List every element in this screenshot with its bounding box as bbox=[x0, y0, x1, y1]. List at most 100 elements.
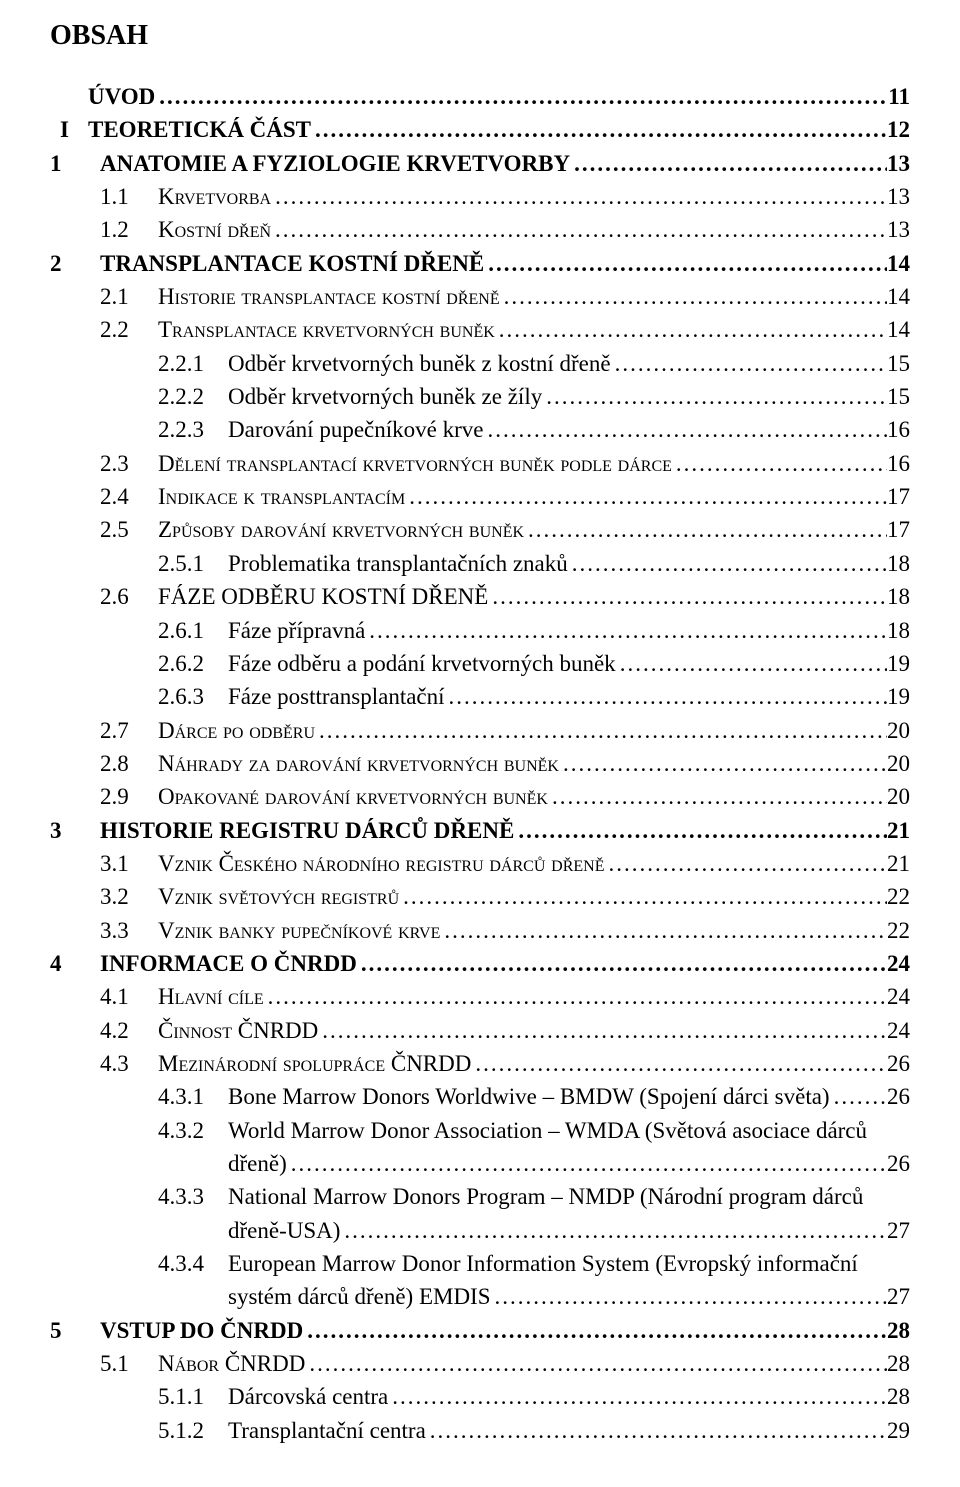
toc-leader bbox=[500, 280, 887, 313]
toc-number: 4.3.2 bbox=[158, 1114, 228, 1147]
toc-number: 2.4 bbox=[100, 480, 158, 513]
toc-entry: 5.1Nábor ČNRDD28 bbox=[100, 1347, 910, 1380]
toc-leader bbox=[426, 1414, 887, 1447]
toc-leader bbox=[271, 213, 887, 246]
toc-title: Fáze přípravná bbox=[228, 614, 365, 647]
toc-entry: 1ANATOMIE A FYZIOLOGIE KRVETVORBY13 bbox=[50, 147, 910, 180]
toc-page: 13 bbox=[887, 213, 910, 246]
toc-leader bbox=[318, 1014, 887, 1047]
toc-page: 16 bbox=[887, 447, 910, 480]
toc-number: 2.2 bbox=[100, 313, 158, 346]
toc-number: 1.1 bbox=[100, 180, 158, 213]
toc-page: 28 bbox=[887, 1380, 910, 1413]
toc-entry: 2.5Způsoby darování krvetvorných buněk 17 bbox=[100, 513, 910, 546]
toc-page: 28 bbox=[887, 1314, 910, 1347]
toc-leader bbox=[495, 313, 887, 346]
toc-page: 14 bbox=[887, 247, 910, 280]
toc-number: 5 bbox=[50, 1314, 100, 1347]
toc-leader bbox=[340, 1214, 887, 1247]
toc-title: Vznik světových registrů bbox=[158, 880, 399, 913]
toc-leader bbox=[303, 1314, 887, 1347]
toc-leader bbox=[830, 1080, 887, 1113]
toc-title: Problematika transplantačních znaků bbox=[228, 547, 568, 580]
toc-entry: 4INFORMACE O ČNRDD24 bbox=[50, 947, 910, 980]
toc-number: 4.2 bbox=[100, 1014, 158, 1047]
toc-leader bbox=[570, 147, 887, 180]
toc-title: Způsoby darování krvetvorných buněk bbox=[158, 513, 524, 546]
toc-title: Činnost ČNRDD bbox=[158, 1014, 318, 1047]
toc-entry-continuation: systém dárců dřeně) EMDIS27 bbox=[228, 1280, 910, 1313]
toc-title: Dárcovská centra bbox=[228, 1380, 388, 1413]
toc-leader bbox=[357, 947, 887, 980]
toc-leader bbox=[483, 413, 887, 446]
toc-leader bbox=[559, 747, 887, 780]
toc-title: National Marrow Donors Program – NMDP (N… bbox=[228, 1180, 863, 1213]
toc-number: 5.1 bbox=[100, 1347, 158, 1380]
toc-number: 2.1 bbox=[100, 280, 158, 313]
toc-title: Transplantační centra bbox=[228, 1414, 426, 1447]
toc-heading: OBSAH bbox=[50, 20, 910, 52]
toc-number: 2.5 bbox=[100, 513, 158, 546]
toc-number: 4 bbox=[50, 947, 100, 980]
toc-entry: 2.4Indikace k transplantacím17 bbox=[100, 480, 910, 513]
toc-number: 2.2.3 bbox=[158, 413, 228, 446]
toc-title: Mezinárodní spolupráce ČNRDD bbox=[158, 1047, 471, 1080]
toc-title: Opakované darování krvetvorných buněk bbox=[158, 780, 548, 813]
toc-page: 24 bbox=[887, 980, 910, 1013]
toc-page: 16 bbox=[887, 413, 910, 446]
toc-number: 4.3 bbox=[100, 1047, 158, 1080]
toc-number: I bbox=[50, 113, 88, 146]
toc-title: Hlavní cíle bbox=[158, 980, 264, 1013]
toc-entry-continuation: dřeně-USA)27 bbox=[228, 1214, 910, 1247]
toc-title-cont: systém dárců dřeně) EMDIS bbox=[228, 1280, 491, 1313]
toc-entry: 2.6.3Fáze posttransplantační19 bbox=[158, 680, 910, 713]
toc-number: 1 bbox=[50, 147, 100, 180]
toc-entry: 3HISTORIE REGISTRU DÁRCŮ DŘENĚ21 bbox=[50, 814, 910, 847]
toc-entry: 2.2Transplantace krvetvorných buněk14 bbox=[100, 313, 910, 346]
toc-page: 21 bbox=[887, 847, 910, 880]
toc-entry: 4.3.2World Marrow Donor Association – WM… bbox=[158, 1114, 910, 1147]
toc-page: 17 bbox=[887, 513, 910, 546]
toc-page: 20 bbox=[887, 714, 910, 747]
toc-number: 2.6.3 bbox=[158, 680, 228, 713]
toc-entry: 2.7Dárce po odběru20 bbox=[100, 714, 910, 747]
toc-leader bbox=[315, 714, 887, 747]
toc-leader bbox=[491, 1280, 887, 1313]
toc-number: 2.5.1 bbox=[158, 547, 228, 580]
toc-number: 2.6 bbox=[100, 580, 158, 613]
toc-title: ÚVOD bbox=[88, 80, 155, 113]
toc-leader bbox=[388, 1380, 887, 1413]
toc-page: 24 bbox=[887, 1014, 910, 1047]
toc-leader bbox=[264, 980, 887, 1013]
toc-page: 19 bbox=[887, 647, 910, 680]
toc-leader bbox=[672, 447, 887, 480]
toc-title-cont: dřeně-USA) bbox=[228, 1214, 340, 1247]
toc-entry: 1.2Kostní dřeň13 bbox=[100, 213, 910, 246]
toc-entry: ITEORETICKÁ ČÁST12 bbox=[50, 113, 910, 146]
toc-title: Indikace k transplantacím bbox=[158, 480, 405, 513]
toc-entry: 4.2Činnost ČNRDD 24 bbox=[100, 1014, 910, 1047]
toc-title-cont: dřeně) bbox=[228, 1147, 287, 1180]
toc-entry: 2.8Náhrady za darování krvetvorných buně… bbox=[100, 747, 910, 780]
toc-number: 2.2.1 bbox=[158, 347, 228, 380]
toc-title: Fáze odběru a podání krvetvorných buněk bbox=[228, 647, 616, 680]
toc-page: 26 bbox=[887, 1047, 910, 1080]
toc-leader bbox=[471, 1047, 887, 1080]
toc-number: 3.1 bbox=[100, 847, 158, 880]
toc-page: 22 bbox=[887, 880, 910, 913]
toc-entry: 2.2.3Darování pupečníkové krve 16 bbox=[158, 413, 910, 446]
toc-number: 2.3 bbox=[100, 447, 158, 480]
toc-entry: ÚVOD11 bbox=[50, 80, 910, 113]
toc-number: 3.3 bbox=[100, 914, 158, 947]
toc-title: Darování pupečníkové krve bbox=[228, 413, 483, 446]
toc-entry: 4.3.4European Marrow Donor Information S… bbox=[158, 1247, 910, 1280]
toc-entry: 5.1.2Transplantační centra29 bbox=[158, 1414, 910, 1447]
toc-entry: 2.2.1Odběr krvetvorných buněk z kostní d… bbox=[158, 347, 910, 380]
toc-leader bbox=[568, 547, 887, 580]
toc-leader bbox=[611, 347, 887, 380]
toc-leader bbox=[484, 247, 887, 280]
toc-leader bbox=[155, 80, 888, 113]
toc-leader bbox=[287, 1147, 887, 1180]
toc-title: Transplantace krvetvorných buněk bbox=[158, 313, 495, 346]
toc-title: Kostní dřeň bbox=[158, 213, 271, 246]
